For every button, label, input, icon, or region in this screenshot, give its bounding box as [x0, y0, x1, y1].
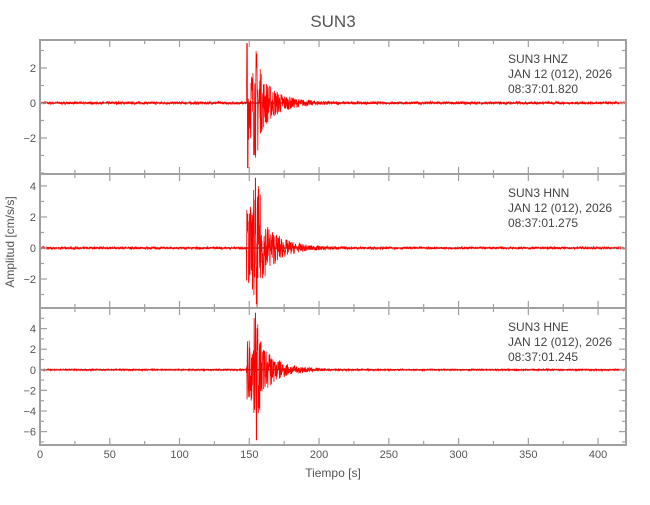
x-tick-label: 250 — [380, 449, 398, 461]
y-tick-label: 2 — [30, 344, 36, 356]
y-tick-label: 2 — [30, 212, 36, 224]
panel-frame — [39, 307, 627, 446]
x-tick-label: 150 — [240, 449, 258, 461]
y-axis-label: Amplitud [cm/s/s] — [3, 196, 17, 287]
x-tick-label: 400 — [589, 449, 607, 461]
y-tick-label: 0 — [30, 243, 36, 255]
y-tick-label: 4 — [30, 181, 36, 193]
trace-annotation: JAN 12 (012), 2026 — [508, 67, 612, 81]
y-tick-label: −4 — [23, 406, 36, 418]
y-tick-label: −2 — [23, 385, 36, 397]
trace-annotation: 08:37:01.820 — [508, 82, 578, 96]
chart-title: SUN3 — [310, 12, 355, 31]
y-tick-label: −2 — [23, 133, 36, 145]
trace-annotation: JAN 12 (012), 2026 — [508, 335, 612, 349]
x-axis-label: Tiempo [s] — [305, 466, 361, 480]
trace-annotation: 08:37:01.245 — [508, 350, 578, 364]
y-tick-label: 0 — [30, 365, 36, 377]
x-tick-label: 350 — [519, 449, 537, 461]
trace-annotation: SUN3 HNN — [508, 186, 569, 200]
x-tick-label: 300 — [449, 449, 467, 461]
x-tick-label: 0 — [37, 449, 43, 461]
x-tick-label: 200 — [310, 449, 328, 461]
y-tick-label: −6 — [23, 427, 36, 439]
trace-annotation: JAN 12 (012), 2026 — [508, 201, 612, 215]
y-tick-label: 2 — [30, 63, 36, 75]
trace-annotation: 08:37:01.275 — [508, 216, 578, 230]
trace-annotation: SUN3 HNE — [508, 320, 569, 334]
x-tick-label: 100 — [170, 449, 188, 461]
trace-annotation: SUN3 HNZ — [508, 52, 568, 66]
y-tick-label: 0 — [30, 98, 36, 110]
waveform-hnn — [39, 177, 627, 309]
waveform-hnz — [39, 43, 627, 169]
x-tick-label: 50 — [104, 449, 116, 461]
y-tick-label: 4 — [30, 324, 36, 336]
y-tick-label: −2 — [23, 274, 36, 286]
waveform-hne — [39, 312, 627, 441]
